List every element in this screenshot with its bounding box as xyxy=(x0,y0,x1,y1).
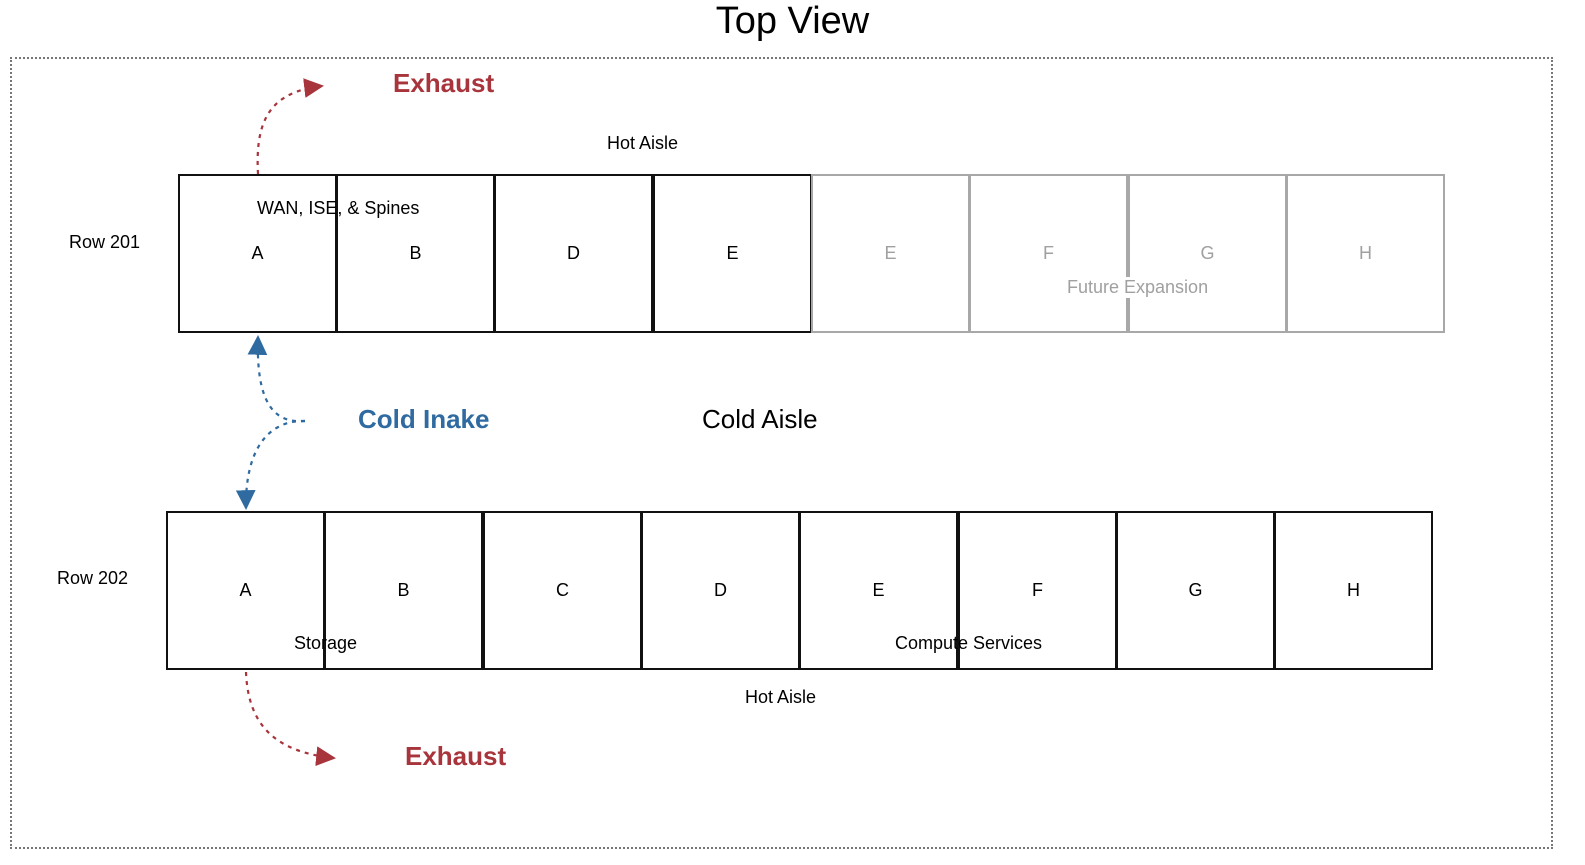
cold-aisle-label: Cold Aisle xyxy=(702,404,818,434)
cold-intake-arrow-up xyxy=(247,335,306,423)
rack-201-e[interactable]: E xyxy=(653,174,812,333)
rack-201-future-e[interactable]: E xyxy=(811,174,970,333)
hot-aisle-bottom-label: Hot Aisle xyxy=(745,687,817,707)
rack-label: F xyxy=(1032,580,1043,600)
exhaust-bottom-arrow xyxy=(244,671,336,767)
rack-label: B xyxy=(397,580,410,600)
rack-label: D xyxy=(567,243,580,263)
diagram-frame xyxy=(10,57,1553,849)
rack-label: E xyxy=(872,580,885,600)
hot-aisle-top-label: Hot Aisle xyxy=(607,133,679,153)
rack-label: A xyxy=(251,243,264,263)
rack-201-future-f[interactable]: F xyxy=(969,174,1128,333)
rack-201-d[interactable]: D xyxy=(494,174,653,333)
row-202-label: Row 202 xyxy=(57,568,129,588)
group-label-wan-ise-spines: WAN, ISE, & Spines xyxy=(257,198,420,218)
rack-201-future-g[interactable]: G xyxy=(1128,174,1287,333)
rack-label: H xyxy=(1347,580,1360,600)
rack-label: G xyxy=(1200,243,1215,263)
group-label-storage: Storage xyxy=(294,633,358,653)
rack-202-d[interactable]: D xyxy=(641,511,800,670)
rack-202-c[interactable]: C xyxy=(483,511,642,670)
cold-intake-arrow-down xyxy=(235,419,306,510)
rack-202-b[interactable]: B xyxy=(324,511,483,670)
exhaust-bottom-label: Exhaust xyxy=(405,741,507,771)
rack-label: E xyxy=(726,243,739,263)
exhaust-top-arrow xyxy=(256,78,324,175)
group-label-future-expansion: Future Expansion xyxy=(1066,277,1210,298)
row-201-label: Row 201 xyxy=(69,232,141,252)
rack-label: D xyxy=(714,580,727,600)
rack-label: C xyxy=(556,580,569,600)
rack-202-g[interactable]: G xyxy=(1116,511,1275,670)
rack-202-e[interactable]: E xyxy=(799,511,958,670)
rack-label: A xyxy=(239,580,252,600)
rack-202-h[interactable]: H xyxy=(1274,511,1433,670)
group-label-compute-services: Compute Services xyxy=(895,633,1043,653)
rack-label: H xyxy=(1359,243,1372,263)
rack-label: B xyxy=(409,243,422,263)
rack-label: F xyxy=(1043,243,1054,263)
rack-201-future-h[interactable]: H xyxy=(1286,174,1445,333)
exhaust-top-label: Exhaust xyxy=(393,68,495,98)
cold-intake-label: Cold Inake xyxy=(358,404,490,434)
rack-label: G xyxy=(1188,580,1203,600)
rack-label: E xyxy=(884,243,897,263)
diagram-title: Top View xyxy=(715,0,870,42)
